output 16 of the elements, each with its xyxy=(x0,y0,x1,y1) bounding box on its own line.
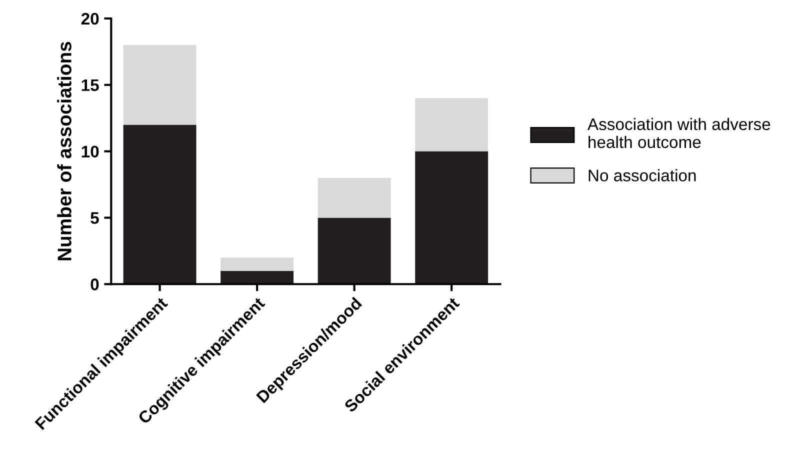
y-tick-label: 10 xyxy=(82,146,99,158)
bar xyxy=(123,45,196,125)
bar xyxy=(318,178,391,218)
legend-label: No association xyxy=(588,169,696,182)
y-tick-label: 15 xyxy=(82,79,99,92)
bar xyxy=(318,218,391,284)
y-axis-title: Number of associations xyxy=(57,42,72,260)
bar xyxy=(123,124,196,284)
y-tick-label: 5 xyxy=(90,212,99,224)
bar xyxy=(220,270,294,284)
bar xyxy=(415,98,488,152)
y-tick-label: 0 xyxy=(90,278,99,290)
bar xyxy=(415,151,488,284)
legend-label: Association with adverse health outcome xyxy=(587,118,770,148)
y-tick-label: 20 xyxy=(81,12,99,25)
bar xyxy=(220,258,294,271)
